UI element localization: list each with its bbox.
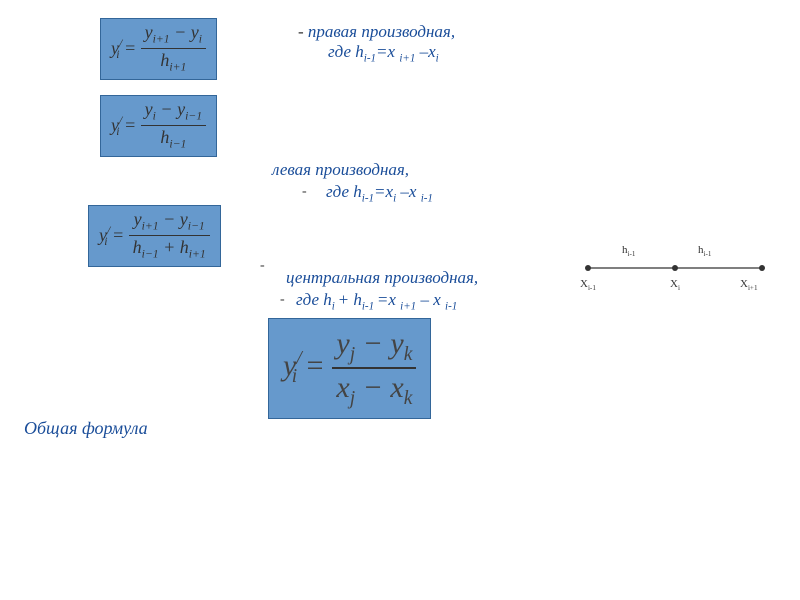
x-mid: Xi	[670, 278, 680, 292]
label-left-derivative: левая производная,	[272, 160, 409, 180]
label1-expr: hi-1=x i+1 –xi	[355, 42, 439, 61]
dash-3a: -	[260, 258, 265, 274]
formula4-num: yj − yk	[332, 327, 416, 369]
x-right: Xi+1	[740, 278, 758, 292]
label-right-derivative: - правая производная, где hi-1=x i+1 –xi	[298, 22, 455, 64]
dash: -	[298, 22, 308, 41]
bullet-3: -	[280, 292, 285, 308]
label-central-derivative: центральная производная,	[286, 268, 478, 288]
formula2-den: hi−1	[141, 126, 206, 151]
formula-right-derivative: y/i = yi+1 − yi hi+1	[100, 18, 217, 80]
formula2-num: yi − yi−1	[141, 100, 206, 126]
formula-central-derivative: y/i = yi+1 − yi−1 hi−1 + hi+1	[88, 205, 221, 267]
label-central-where: где hi + hi-1 =x i+1 – x i-1	[296, 290, 457, 312]
formula1-den: hi+1	[141, 49, 206, 74]
general-formula-label: Общая формула	[24, 418, 148, 439]
formula3-num: yi+1 − yi−1	[129, 210, 210, 236]
x-left: Xi-1	[580, 278, 596, 292]
formula3-den: hi−1 + hi+1	[129, 236, 210, 261]
formula-general: y/i = yj − yk xj − xk	[268, 318, 431, 419]
line-svg	[580, 248, 770, 278]
h-left: hi-1	[622, 244, 635, 258]
label2-expr: hi-1=xi –x i-1	[353, 182, 433, 201]
label-left-where: где hi-1=xi –x i-1	[326, 182, 433, 204]
number-line-diagram: hi-1 hi-1 Xi-1 Xi Xi+1	[580, 248, 770, 298]
label3-title: центральная производная,	[286, 268, 478, 287]
label3-expr: hi + hi-1 =x i+1 – x i-1	[323, 290, 457, 309]
formula-left-derivative: y/i = yi − yi−1 hi−1	[100, 95, 217, 157]
formula1-num: yi+1 − yi	[141, 23, 206, 49]
label1-title: правая производная,	[308, 22, 455, 41]
bullet-2: -	[302, 184, 307, 200]
label2-title: левая производная,	[272, 160, 409, 179]
h-right: hi-1	[698, 244, 711, 258]
formula4-den: xj − xk	[332, 369, 416, 409]
